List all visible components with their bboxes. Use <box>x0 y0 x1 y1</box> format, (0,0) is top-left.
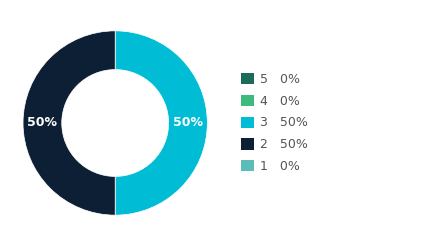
Legend: 5   0%, 4   0%, 3   50%, 2   50%, 1   0%: 5 0%, 4 0%, 3 50%, 2 50%, 1 0% <box>239 71 311 175</box>
Wedge shape <box>115 31 207 215</box>
Text: 50%: 50% <box>27 117 58 129</box>
Wedge shape <box>23 31 115 215</box>
Text: 50%: 50% <box>173 117 203 129</box>
